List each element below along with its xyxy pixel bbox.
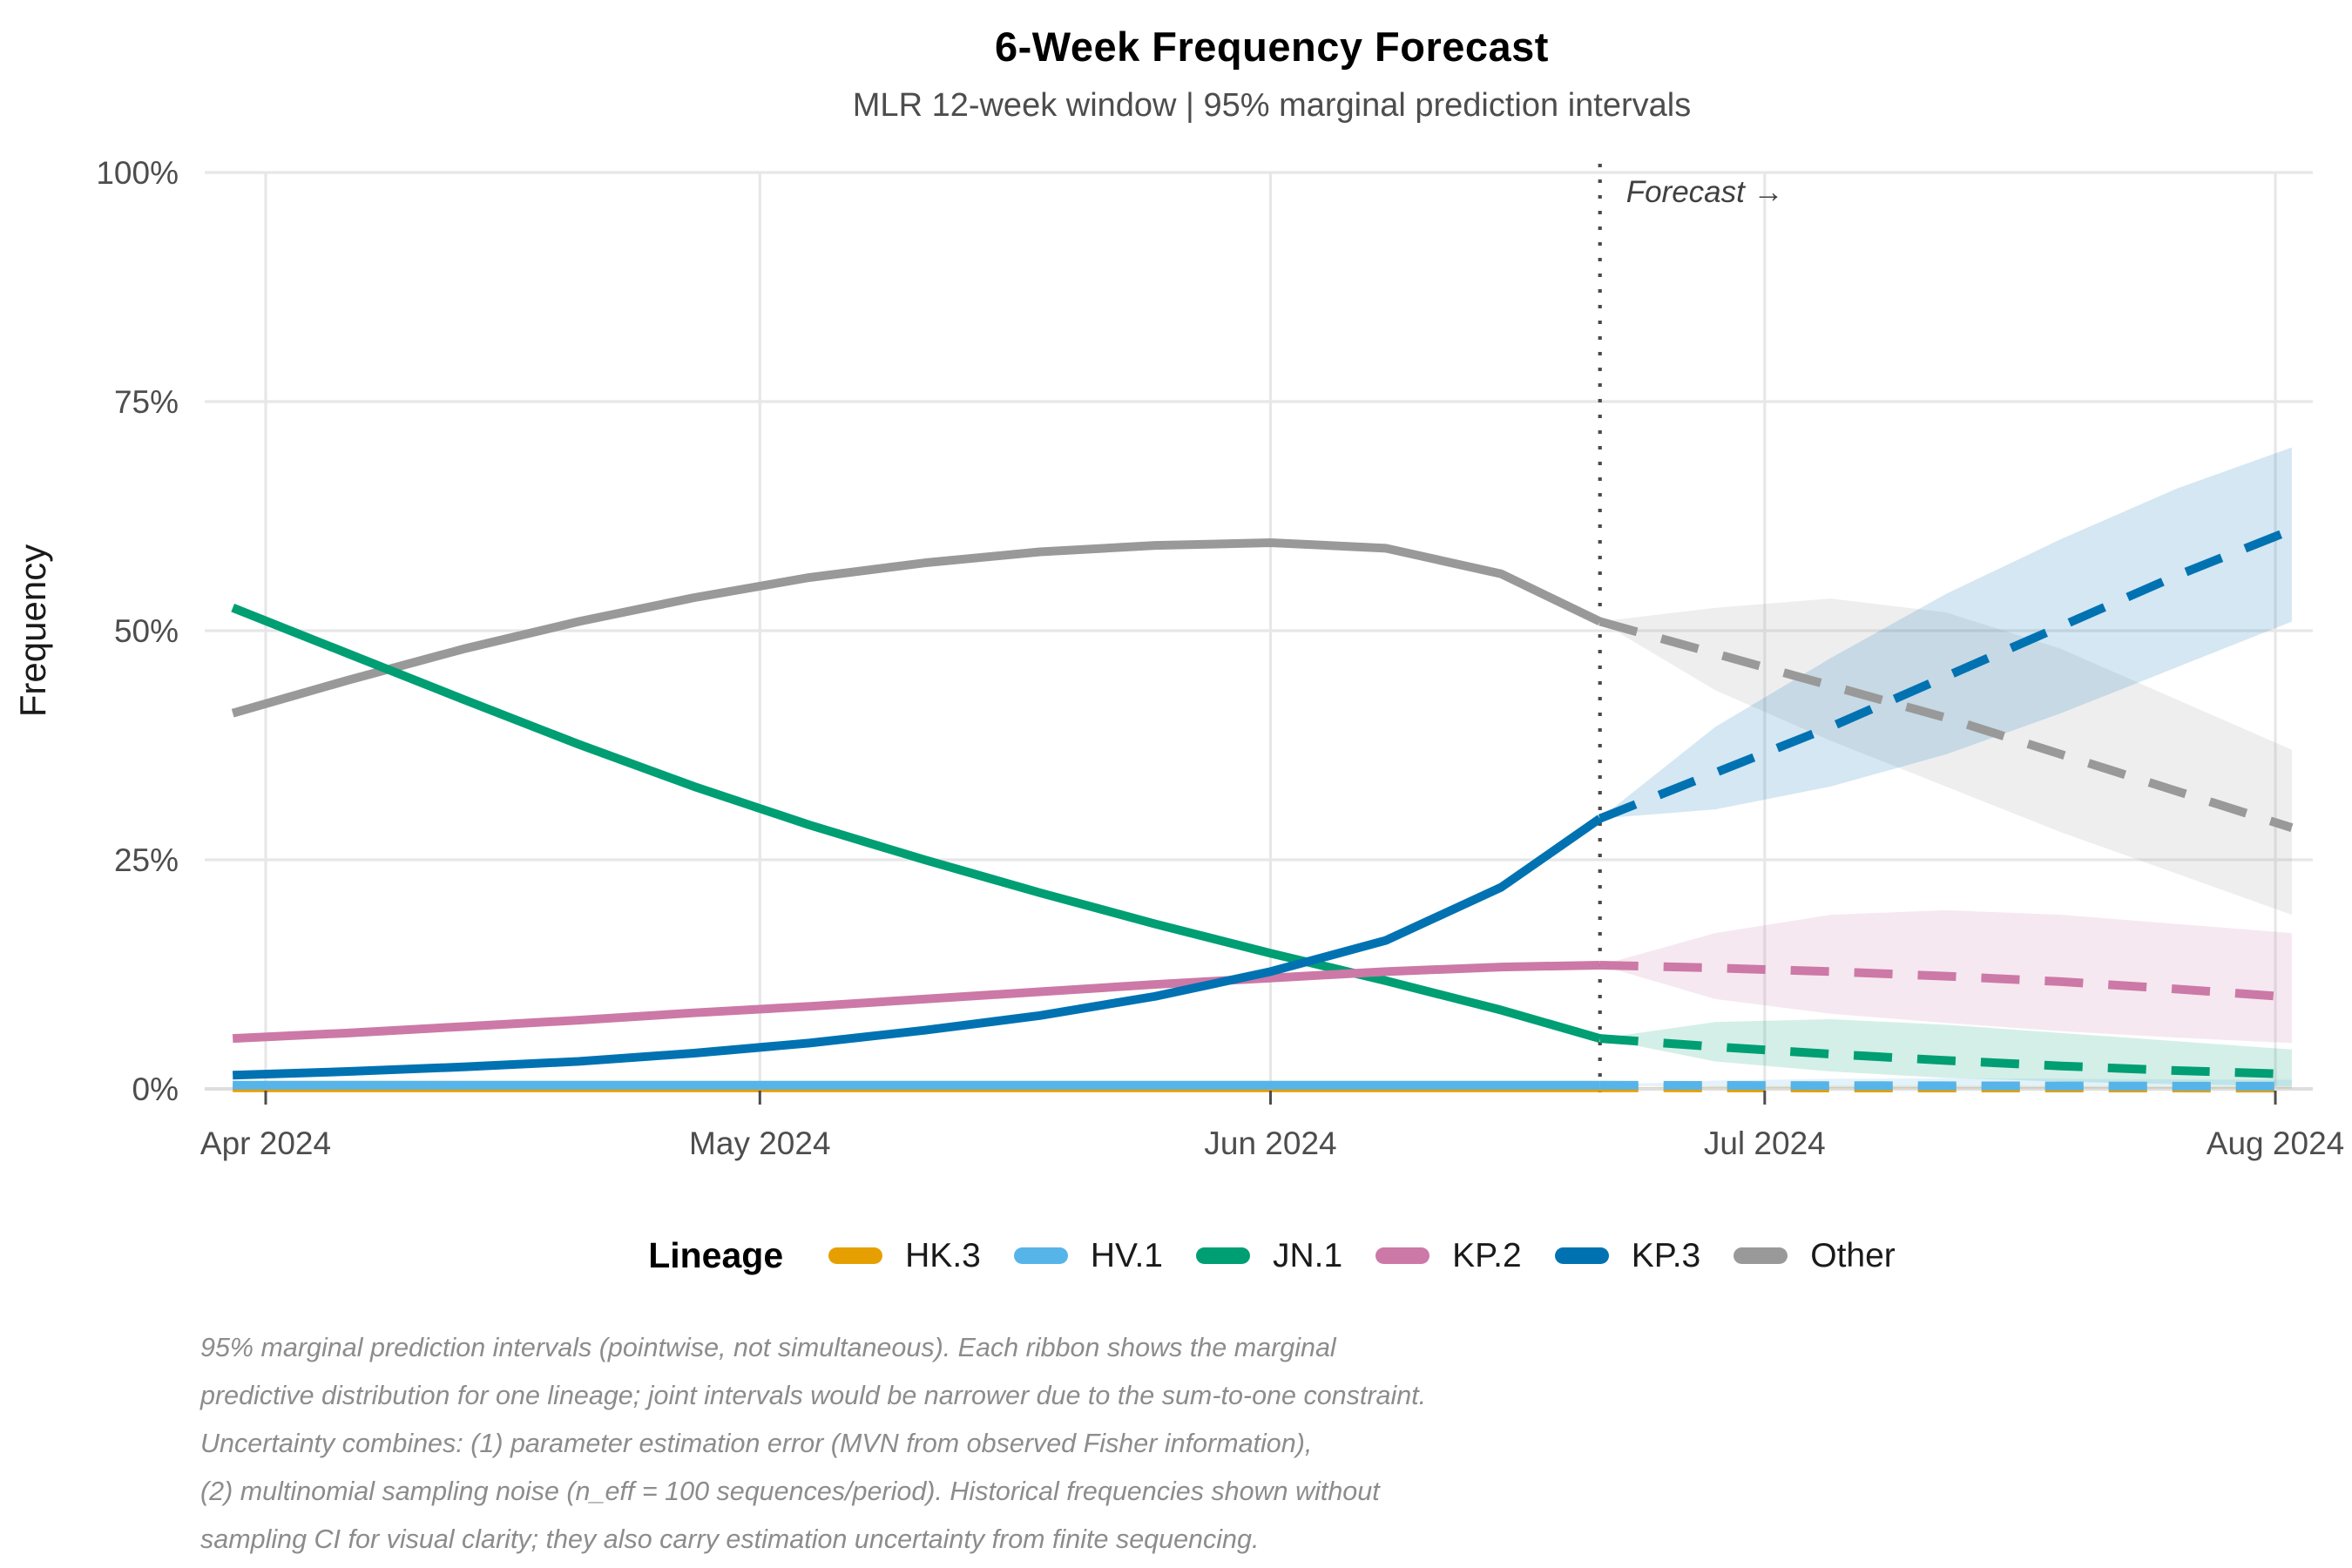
caption-line: Uncertainty combines: (1) parameter esti…	[200, 1429, 1313, 1458]
legend-item-label: HK.3	[905, 1236, 981, 1274]
legend-item-jn1: JN.1	[1195, 1236, 1343, 1275]
legend-swatch-icon	[1195, 1247, 1250, 1264]
legend-item-label: Other	[1810, 1236, 1896, 1274]
y-tick-label: 0%	[132, 1071, 179, 1107]
legend-item-label: KP.3	[1631, 1236, 1701, 1274]
x-tick-label: Jun 2024	[1204, 1125, 1336, 1161]
x-tick-label: Aug 2024	[2207, 1125, 2344, 1161]
legend-item-kp3: KP.3	[1554, 1236, 1701, 1275]
historical-line-jn1	[231, 604, 1602, 1043]
legend-swatch-icon	[1375, 1247, 1430, 1264]
caption-line: predictive distribution for one lineage;…	[200, 1381, 1427, 1410]
forecast-chart: Forecast → 0% 25% 50% 75% 100% Apr 2024 May 202…	[12, 155, 2344, 1161]
legend-item-hv1: HV.1	[1013, 1236, 1163, 1275]
historical-line-other	[231, 538, 1602, 718]
forecast-line-other	[1598, 617, 2294, 832]
y-tick-label: 75%	[114, 384, 179, 420]
page-subtitle: MLR 12-week window | 95% marginal predic…	[852, 87, 1692, 124]
forecast-annotation: Forecast →	[1626, 175, 1784, 209]
prediction-ribbon-other	[1599, 598, 2292, 916]
legend-item-label: JN.1	[1272, 1236, 1343, 1274]
caption-line: (2) multinomial sampling noise (n_eff = …	[200, 1477, 1380, 1506]
legend-item-hk3: HK.3	[828, 1237, 981, 1275]
caption-line: sampling CI for visual clarity; they als…	[200, 1524, 1260, 1554]
caption-line: 95% marginal prediction intervals (point…	[200, 1333, 1336, 1362]
legend-item-label: HV.1	[1090, 1236, 1163, 1274]
legend-swatch-icon	[1734, 1247, 1788, 1264]
forecast-line-jn1	[1599, 1034, 2293, 1079]
historical-line-kp2	[232, 960, 1600, 1044]
x-tick-label: Jul 2024	[1704, 1125, 1826, 1161]
legend-title: Lineage	[648, 1235, 784, 1275]
prediction-ribbon-kp3	[1599, 447, 2292, 819]
caption: 95% marginal prediction intervals (point…	[200, 1324, 1725, 1564]
y-tick-label: 100%	[96, 155, 179, 191]
legend-swatch-icon	[1013, 1247, 1068, 1264]
y-axis-title: Frequency	[12, 544, 53, 717]
legend-item-kp2: KP.2	[1375, 1237, 1522, 1275]
forecast-line-hv1	[1599, 1080, 2292, 1091]
x-tick-label: May 2024	[689, 1125, 831, 1161]
legend-swatch-icon	[1554, 1247, 1609, 1264]
page-title: 6-Week Frequency Forecast	[995, 24, 1549, 70]
x-tick-label: Apr 2024	[200, 1125, 331, 1161]
y-tick-label: 25%	[114, 842, 179, 878]
legend-item-other: Other	[1734, 1237, 1896, 1275]
legend-swatch-icon	[828, 1247, 883, 1264]
forecast-line-kp2	[1599, 960, 2293, 1002]
legend: Lineage HK.3 HV.1 JN.1 KP.2 KP.3 Other	[0, 1235, 2352, 1276]
y-tick-label: 50%	[114, 613, 179, 649]
legend-item-label: KP.2	[1452, 1236, 1522, 1274]
historical-line-kp3	[233, 814, 1603, 1080]
